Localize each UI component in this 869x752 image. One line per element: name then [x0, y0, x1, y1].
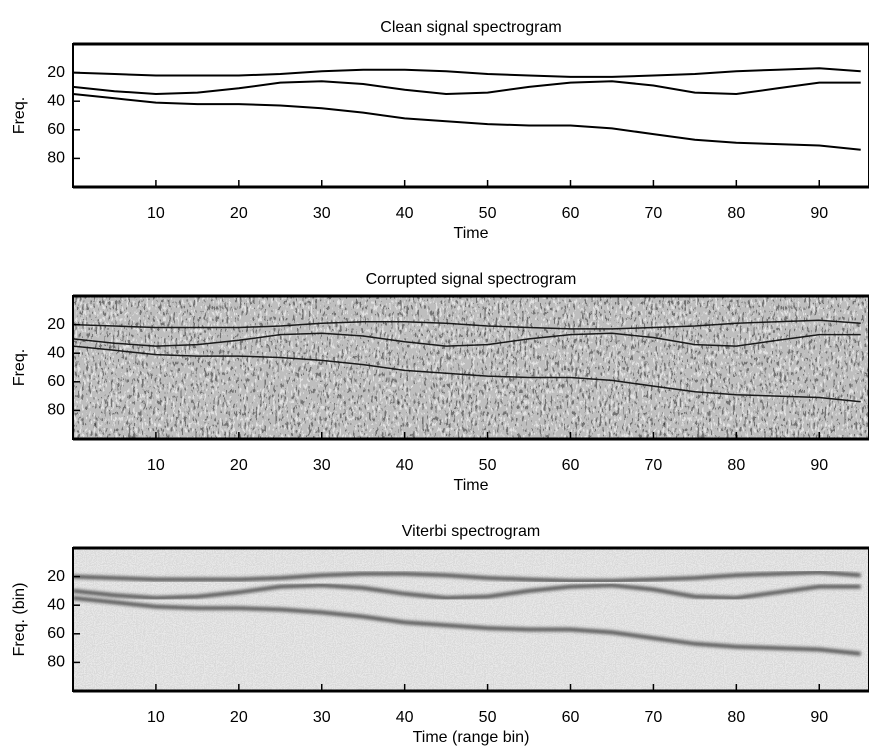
y-tick-label: 40 — [47, 596, 65, 613]
x-tick-label: 30 — [313, 709, 331, 726]
frequency-track — [73, 93, 861, 151]
x-tick-label: 20 — [230, 205, 248, 222]
x-tick-label: 40 — [396, 205, 414, 222]
noise-texture — [73, 296, 869, 439]
y-tick-label: 40 — [47, 92, 65, 109]
y-tick-label: 60 — [47, 121, 65, 138]
x-tick-label: 60 — [562, 205, 580, 222]
y-tick-label: 60 — [47, 625, 65, 642]
x-axis-label: Time — [454, 225, 489, 242]
x-tick-label: 10 — [147, 709, 165, 726]
y-tick-label: 80 — [47, 402, 65, 419]
noise-texture — [73, 548, 869, 691]
y-axis-label: Freq. — [11, 349, 28, 386]
x-tick-label: 50 — [479, 709, 497, 726]
frequency-track — [73, 583, 861, 600]
x-tick-label: 70 — [645, 709, 663, 726]
y-tick-label: 20 — [47, 316, 65, 333]
x-tick-label: 80 — [727, 457, 745, 474]
x-tick-label: 20 — [230, 709, 248, 726]
x-tick-label: 90 — [810, 709, 828, 726]
frequency-track — [73, 596, 861, 656]
x-tick-label: 50 — [479, 457, 497, 474]
x-tick-label: 80 — [727, 709, 745, 726]
plot-area — [73, 548, 869, 691]
x-tick-label: 50 — [479, 205, 497, 222]
x-tick-label: 10 — [147, 457, 165, 474]
y-tick-label: 60 — [47, 373, 65, 390]
y-tick-label: 80 — [47, 654, 65, 671]
chart-title: Corrupted signal spectrogram — [366, 271, 577, 288]
y-tick-label: 20 — [47, 568, 65, 585]
frequency-track — [73, 570, 861, 583]
x-tick-label: 90 — [810, 205, 828, 222]
plot-area — [73, 44, 869, 187]
x-tick-label: 10 — [147, 205, 165, 222]
y-axis-label: Freq. (bin) — [11, 583, 28, 657]
x-tick-label: 80 — [727, 205, 745, 222]
x-tick-label: 90 — [810, 457, 828, 474]
frequency-track — [73, 332, 861, 347]
x-tick-label: 60 — [562, 457, 580, 474]
x-tick-label: 70 — [645, 457, 663, 474]
y-tick-label: 40 — [47, 344, 65, 361]
y-tick-label: 80 — [47, 150, 65, 167]
x-tick-label: 70 — [645, 205, 663, 222]
frequency-track — [73, 80, 861, 96]
frequency-track — [73, 345, 861, 403]
x-tick-label: 30 — [313, 205, 331, 222]
frequency-track — [73, 319, 861, 330]
frequency-track — [73, 67, 861, 78]
y-axis-label: Freq. — [11, 97, 28, 134]
x-axis-label: Time (range bin) — [413, 729, 530, 746]
x-tick-label: 30 — [313, 457, 331, 474]
x-tick-label: 40 — [396, 457, 414, 474]
chart-title: Clean signal spectrogram — [380, 19, 561, 36]
y-tick-label: 20 — [47, 64, 65, 81]
plot-background — [73, 44, 869, 187]
x-tick-label: 60 — [562, 709, 580, 726]
chart-title: Viterbi spectrogram — [402, 523, 540, 540]
x-axis-label: Time — [454, 477, 489, 494]
x-tick-label: 20 — [230, 457, 248, 474]
x-tick-label: 40 — [396, 709, 414, 726]
plot-area — [73, 296, 869, 439]
